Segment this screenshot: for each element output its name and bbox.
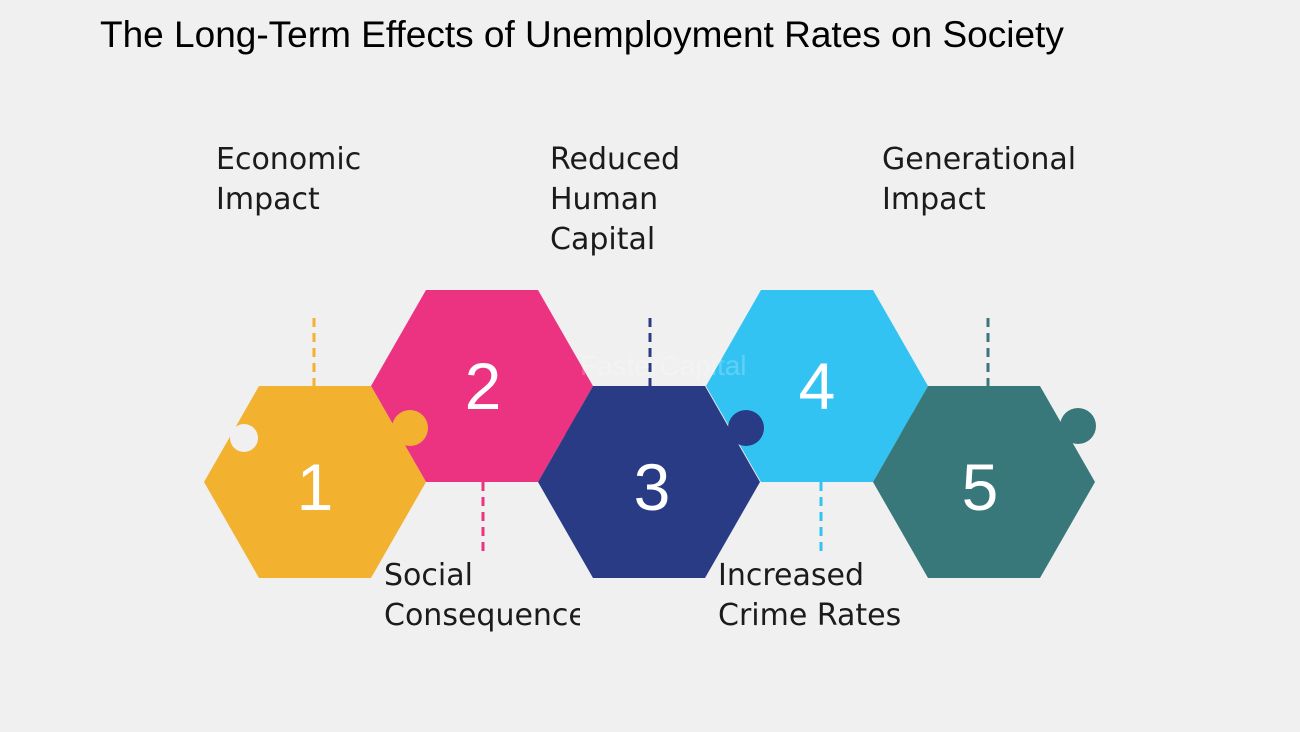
label-social-consequences: Social Consequences: [384, 556, 580, 636]
hex-number-2: 2: [465, 349, 502, 423]
label-line: Economic: [216, 142, 362, 177]
puzzle-knob-1: [392, 410, 428, 446]
watermark: FasterCapital: [580, 350, 747, 381]
label-line: Consequences: [384, 598, 580, 633]
label-line: Social: [384, 558, 473, 593]
hex-number-5: 5: [962, 450, 999, 524]
label-line: Capital: [550, 222, 656, 257]
page-title: The Long-Term Effects of Unemployment Ra…: [100, 14, 1064, 55]
puzzle-piece-1: 1: [204, 386, 428, 578]
label-line: Generational: [882, 142, 1077, 177]
label-line: Increased: [718, 558, 865, 593]
label-line: Reduced: [550, 142, 681, 177]
label-line: Impact: [216, 182, 320, 217]
puzzle-knob-3: [728, 410, 764, 446]
label-line: Crime Rates: [718, 598, 902, 633]
puzzle-piece-5: 5: [873, 386, 1096, 578]
label-economic-impact: Economic Impact: [216, 140, 376, 220]
hex-number-3: 3: [634, 450, 671, 524]
puzzle-knob-5: [1060, 408, 1096, 444]
label-line: Impact: [882, 182, 986, 217]
label-generational-impact: Generational Impact: [882, 140, 1080, 220]
hexagon-3: [538, 386, 760, 578]
puzzle-socket-1: [230, 424, 258, 452]
hex-number-4: 4: [799, 349, 836, 423]
hex-number-1: 1: [297, 450, 334, 524]
puzzle-piece-3: 3: [538, 386, 764, 578]
hexagon-1: [204, 386, 426, 578]
label-reduced-human-capital: Reduced Human Capital: [550, 140, 710, 260]
hexagon-5: [873, 386, 1095, 578]
label-line: Human: [550, 182, 659, 217]
label-increased-crime-rates: Increased Crime Rates: [718, 556, 928, 636]
